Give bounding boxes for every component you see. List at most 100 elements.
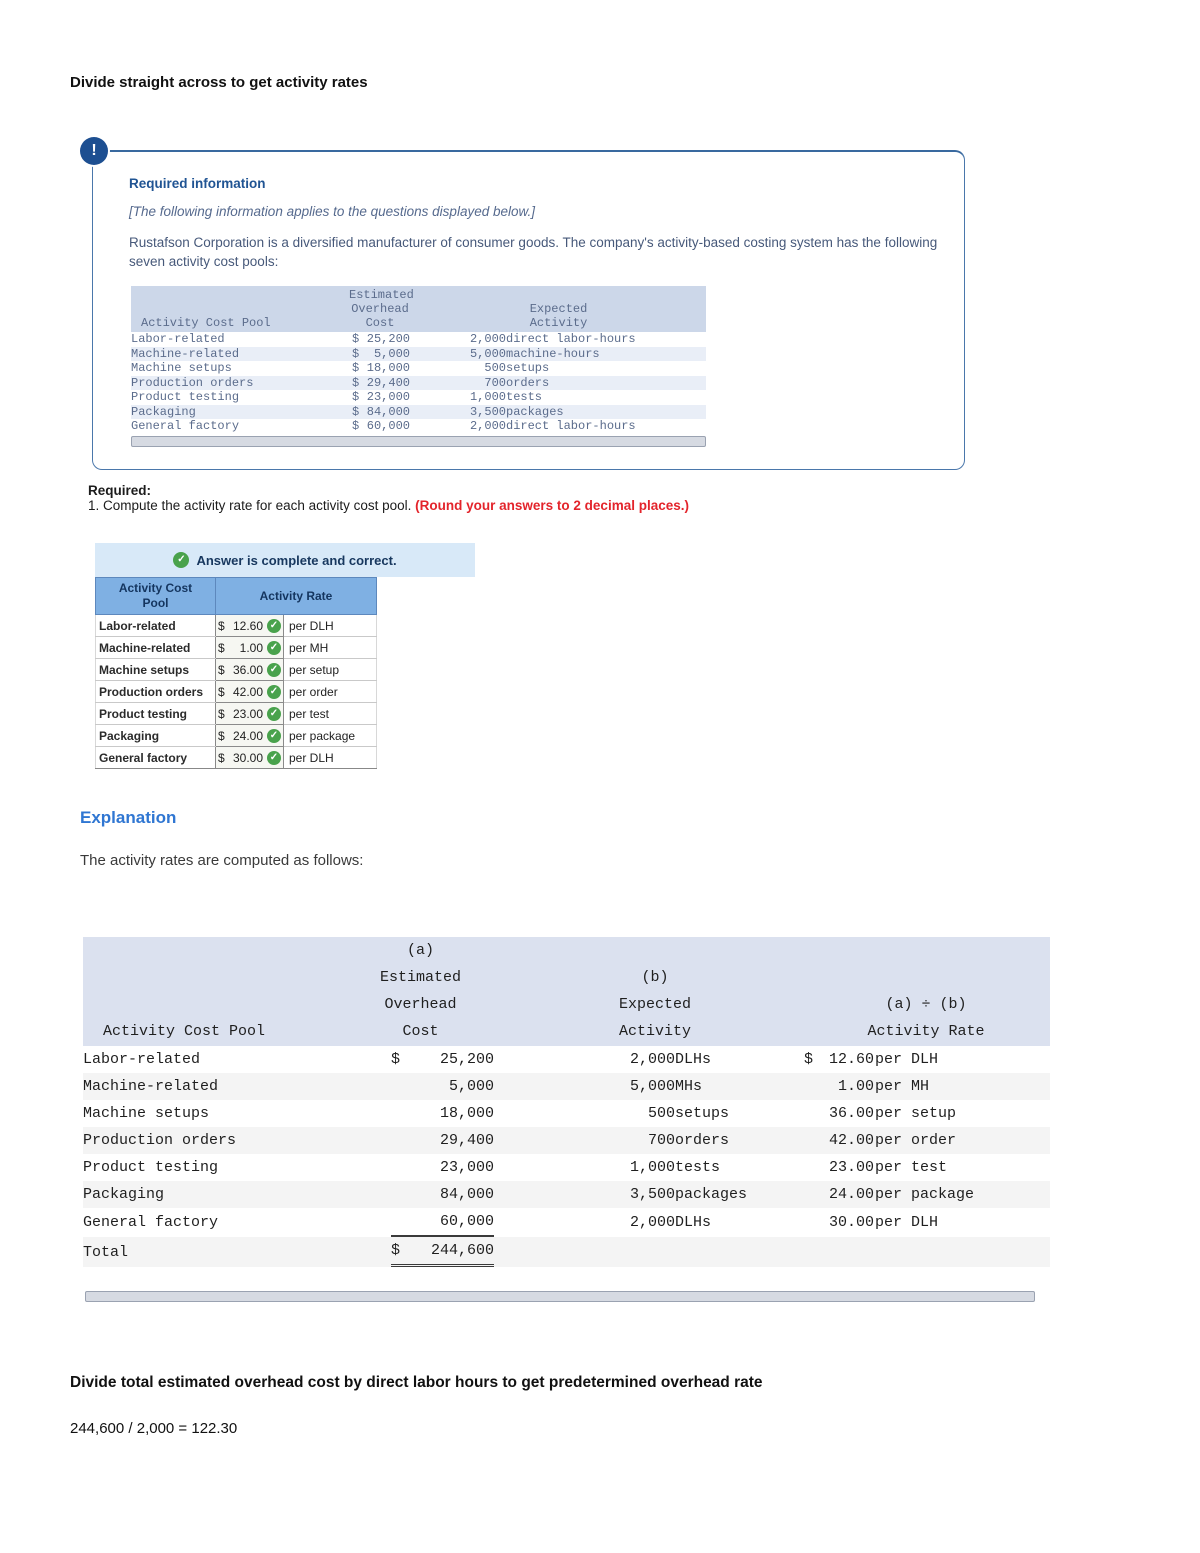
required-item-text: 1. Compute the activity rate for each ac…: [88, 498, 416, 513]
exp-activity-qty-cell: 3,500: [508, 1181, 675, 1208]
cost-value: 23,000: [439, 1159, 494, 1176]
pool-name-cell: Production orders: [131, 375, 349, 390]
correct-check-icon: ✓: [173, 552, 190, 568]
exp-activity-unit-cell: MHs: [675, 1073, 802, 1100]
pool-activity-qty-cell: 3,500: [411, 404, 506, 419]
pool-table-row: Labor-related $25,200 2,000 direct labor…: [131, 332, 706, 347]
explanation-table-row: Packaging 84,000 3,500 packages 24.00 pe…: [83, 1181, 1050, 1208]
rate-value: 12.60: [828, 1051, 874, 1068]
explanation-table: Activity Cost Pool (a) Estimated Overhea…: [83, 937, 1050, 1281]
pool-activity-qty-cell: 700: [411, 375, 506, 390]
explanation-table-row: General factory 60,000 2,000 DLHs 30.00 …: [83, 1208, 1050, 1237]
applies-note: [The following information applies to th…: [129, 204, 535, 219]
pool-activity-qty-cell: 1,000: [469, 390, 506, 404]
currency-symbol: $: [391, 1242, 401, 1259]
rate-value: 30.00: [232, 750, 263, 765]
currency-symbol: $: [391, 1051, 401, 1068]
answer-table-header-row: Activity Cost Pool Activity Rate: [95, 577, 377, 615]
correct-check-icon: ✓: [267, 728, 281, 743]
answer-table-row: General factory $30.00 ✓ per DLH: [95, 746, 377, 769]
explanation-table-row: Product testing 23,000 1,000 tests 23.00…: [83, 1154, 1050, 1181]
exp-rate-unit-cell: per MH: [875, 1073, 1050, 1100]
exp-cost-cell: 60,000: [333, 1208, 508, 1237]
exp-pool-name-cell: Machine-related: [83, 1073, 333, 1100]
horizontal-scrollbar[interactable]: [85, 1291, 1035, 1302]
rate-value: 30.00: [828, 1214, 874, 1231]
rate-value: 12.60: [232, 618, 263, 633]
cost-value: 25,200: [439, 1051, 494, 1068]
rounding-instruction: (Round your answers to 2 decimal places.…: [415, 498, 689, 513]
pool-activity-unit-cell: direct labor-hours: [506, 419, 636, 433]
exp-rate-cell: 36.00: [802, 1100, 875, 1127]
pool-name-cell: Labor-related: [131, 332, 225, 346]
currency-symbol: $: [218, 662, 225, 677]
answer-rate-unit-cell: per DLH: [283, 746, 377, 769]
explanation-intro: The activity rates are computed as follo…: [80, 852, 364, 869]
exp-activity-unit-cell: DLHs: [675, 1214, 712, 1231]
currency-symbol: $: [352, 419, 360, 433]
answer-table: Activity Cost Pool Activity Rate Labor-r…: [95, 577, 377, 769]
cost-value: 18,000: [366, 361, 410, 375]
answer-pool-name-cell: Machine setups: [95, 658, 216, 681]
exp-rate-unit-cell: per DLH: [875, 1214, 939, 1231]
exp-cost-cell: $25,200: [333, 1046, 508, 1073]
exp-activity-unit-cell: orders: [675, 1127, 802, 1154]
answer-pool-name-cell: General factory: [95, 746, 216, 769]
rate-value: 42.00: [828, 1132, 874, 1149]
pool-table-row: Machine-related $5,000 5,000 machine-hou…: [131, 346, 707, 361]
rate-value: 36.00: [828, 1105, 874, 1122]
exp-activity-qty-cell: 1,000: [629, 1159, 675, 1176]
page-title: Divide straight across to get activity r…: [70, 74, 368, 91]
exp-activity-qty-cell: 500: [647, 1105, 675, 1122]
answer-pool-name-cell: Machine-related: [95, 636, 216, 659]
cost-value: 84,000: [439, 1186, 494, 1203]
explanation-heading: Explanation: [80, 808, 177, 827]
exp-rate-unit-cell: per package: [875, 1181, 1050, 1208]
exp-activity-unit-cell: packages: [675, 1181, 802, 1208]
exp-pool-name-cell: General factory: [83, 1214, 219, 1231]
required-section: Required: 1. Compute the activity rate f…: [88, 483, 988, 513]
pool-name-cell: Packaging: [131, 404, 349, 419]
pool-cost-cell: $25,200: [349, 332, 411, 347]
total-value: 244,600: [430, 1242, 494, 1259]
exp-rate-unit-cell: per DLH: [875, 1051, 939, 1068]
exp-cost-cell: 29,400: [333, 1127, 508, 1154]
exp-activity-unit-cell: setups: [675, 1105, 730, 1122]
answer-pool-name-cell: Packaging: [95, 724, 216, 747]
required-item: 1. Compute the activity rate for each ac…: [88, 498, 988, 513]
horizontal-scrollbar[interactable]: [131, 436, 706, 447]
answer-status-text: Answer is complete and correct.: [196, 552, 397, 568]
correct-check-icon: ✓: [267, 750, 281, 765]
exp-cost-cell: 84,000: [333, 1181, 508, 1208]
pool-table-row: Product testing $23,000 1,000 tests: [131, 390, 706, 405]
exp-rate-cell: 30.00: [802, 1208, 875, 1237]
correct-check-icon: ✓: [267, 706, 281, 721]
alert-exclamation-icon: !: [80, 137, 108, 165]
correct-check-icon: ✓: [267, 618, 281, 633]
required-information-heading: Required information: [129, 176, 266, 191]
cost-value: 29,400: [366, 375, 410, 390]
pool-activity-qty-cell: 2,000: [469, 419, 506, 433]
activity-cost-pool-table: Activity Cost Pool Estimated Overhead Co…: [131, 286, 707, 434]
exp-rate-unit-cell: per test: [875, 1159, 948, 1176]
exp-pool-name-cell: Production orders: [83, 1127, 333, 1154]
exp-cost-cell: 5,000: [333, 1073, 508, 1100]
explanation-table-row: Labor-related $25,200 2,000 DLHs $12.60 …: [83, 1046, 1050, 1073]
pool-name-cell: General factory: [131, 419, 240, 433]
exp-pool-name-cell: Labor-related: [83, 1051, 201, 1068]
pool-table-row: Packaging $84,000 3,500 packages: [131, 404, 707, 419]
explanation-spacer-row: [83, 1267, 1050, 1281]
exp-rate-cell: 24.00: [802, 1181, 875, 1208]
correct-check-icon: ✓: [267, 662, 281, 677]
pool-cost-cell: $29,400: [349, 375, 411, 390]
pool-activity-unit-cell: tests: [506, 390, 543, 404]
exp-rate-cell: 1.00: [802, 1073, 875, 1100]
rate-value: 24.00: [828, 1186, 874, 1203]
rate-value: 36.00: [232, 662, 263, 677]
required-information-panel: ! Required information [The following in…: [80, 137, 965, 470]
exp-activity-unit-cell: tests: [675, 1159, 721, 1176]
cost-value: 60,000: [439, 1213, 494, 1230]
exp-activity-qty-cell: 2,000: [629, 1051, 675, 1068]
answer-table-row: Machine-related $1.00 ✓ per MH: [95, 636, 377, 659]
answer-header-activity-cost-pool: Activity Cost Pool: [95, 577, 216, 615]
